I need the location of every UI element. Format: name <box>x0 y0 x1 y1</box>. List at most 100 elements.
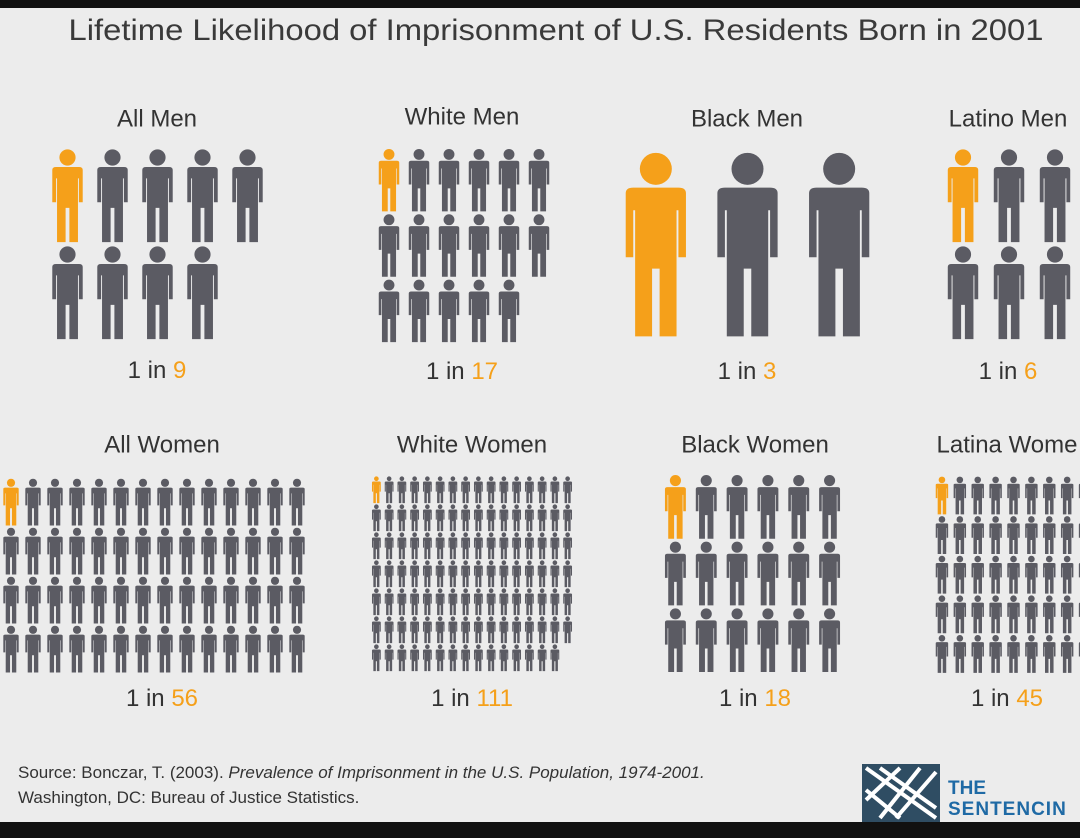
person-icon <box>69 478 85 526</box>
icon-head <box>488 476 494 482</box>
icon-body <box>52 264 83 340</box>
icon-body <box>1060 523 1074 555</box>
icon-body <box>371 537 381 560</box>
icon-body <box>524 509 534 532</box>
icon-body <box>1007 562 1020 594</box>
icon-body <box>512 509 522 532</box>
icon-head <box>248 478 258 487</box>
icon-body <box>947 167 979 243</box>
person-icon <box>563 504 573 532</box>
person-icon <box>819 474 841 539</box>
icon-body <box>473 621 483 644</box>
icon-head <box>552 532 558 538</box>
person-icon <box>179 625 195 673</box>
icon-body <box>97 167 128 243</box>
icon-head <box>974 634 982 642</box>
person-icon <box>397 504 407 532</box>
icon-head <box>700 541 712 553</box>
icon-head <box>386 616 392 622</box>
person-icon <box>135 576 151 624</box>
person-icon <box>953 555 967 594</box>
icon-body <box>1025 602 1038 634</box>
person-icon <box>550 504 560 532</box>
icon-body <box>201 487 217 526</box>
icon-head <box>539 588 545 594</box>
person-icon <box>289 478 305 526</box>
icon-head <box>116 576 126 585</box>
icon-head <box>1063 595 1071 602</box>
icon-head <box>1028 555 1035 563</box>
icon-body <box>486 649 496 672</box>
icon-head <box>443 148 455 160</box>
icon-head <box>514 616 519 622</box>
icon-head <box>386 532 392 538</box>
person-icon <box>499 504 509 532</box>
icon-body <box>52 167 83 243</box>
icon-head <box>533 148 545 160</box>
icon-body <box>187 167 218 243</box>
icon-head <box>59 246 76 263</box>
icon-group <box>625 152 870 337</box>
icon-body <box>468 160 490 212</box>
person-icon <box>378 279 400 343</box>
icon-head <box>443 214 455 226</box>
icon-head <box>425 644 430 650</box>
icon-head <box>974 595 982 602</box>
icon-head <box>50 576 60 585</box>
icon-body <box>537 621 547 644</box>
icon-head <box>824 474 836 487</box>
icon-body <box>245 585 261 624</box>
person-icon <box>486 504 496 532</box>
person-icon <box>397 644 407 672</box>
panel-label: Latina Wome <box>937 431 1078 458</box>
icon-head <box>1046 246 1064 263</box>
icon-head <box>138 576 148 585</box>
icon-body <box>563 565 573 588</box>
icon-head <box>514 588 519 594</box>
person-icon <box>461 504 471 532</box>
icon-body <box>157 536 173 575</box>
icon-body <box>435 565 445 588</box>
icon-body <box>1039 264 1071 340</box>
icon-head <box>1028 476 1035 484</box>
icon-body <box>113 536 129 575</box>
person-icon <box>448 532 458 560</box>
icon-group <box>52 149 263 340</box>
ratio-prefix: 1 in <box>126 685 165 712</box>
icon-head <box>386 504 392 510</box>
icon-head <box>412 476 417 482</box>
icon-head <box>552 560 558 566</box>
icon-body <box>499 509 509 532</box>
icon-head <box>194 246 211 263</box>
icon-head <box>639 152 672 185</box>
person-icon <box>819 541 841 606</box>
icon-body <box>528 160 550 212</box>
person-icon <box>245 478 261 526</box>
icon-body <box>499 565 509 588</box>
icon-body <box>438 226 460 277</box>
icon-body <box>499 593 509 616</box>
icon-head <box>1028 516 1035 523</box>
icon-body <box>935 642 949 673</box>
person-icon <box>435 644 445 672</box>
icon-body <box>1007 642 1020 673</box>
icon-body <box>397 593 407 616</box>
icon-head <box>425 504 430 510</box>
person-icon <box>410 644 420 672</box>
icon-body <box>537 565 547 588</box>
person-icon <box>371 616 381 644</box>
person-icon <box>1043 516 1056 555</box>
icon-head <box>450 560 456 566</box>
logo: THE SENTENCIN <box>862 764 1066 822</box>
icon-head <box>28 478 38 487</box>
panel-label: Black Women <box>681 431 829 458</box>
person-icon <box>47 527 63 575</box>
icon-head <box>539 476 545 482</box>
icon-head <box>669 541 681 553</box>
icon-head <box>292 625 302 634</box>
person-icon <box>563 616 573 644</box>
icon-body <box>550 509 560 532</box>
icon-head <box>160 625 170 634</box>
person-icon <box>179 527 195 575</box>
icon-head <box>450 532 456 538</box>
